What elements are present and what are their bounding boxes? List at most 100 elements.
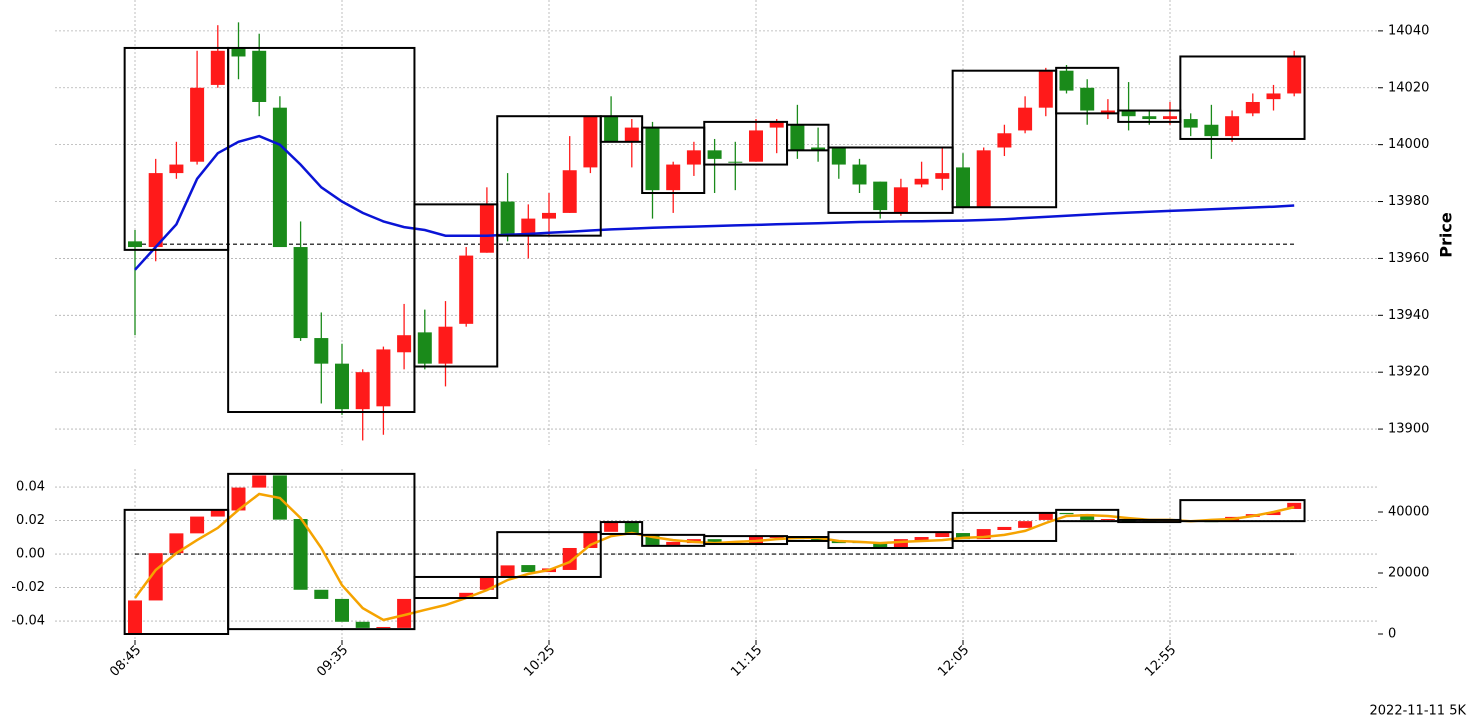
candle-body	[190, 87, 205, 162]
candle-body	[624, 127, 639, 142]
x-tick-label: 12:05	[935, 643, 972, 680]
candle-body	[935, 173, 950, 179]
candle-body	[210, 50, 225, 85]
candle-body	[1038, 70, 1053, 108]
candle-body	[666, 164, 681, 191]
candle-body	[976, 529, 991, 540]
candle-body	[500, 201, 515, 236]
candle-body	[1018, 521, 1033, 528]
y-tick-label: 13900	[1388, 422, 1429, 437]
candle-body	[997, 133, 1012, 148]
candle-body	[707, 539, 722, 544]
x-tick-label: 12:55	[1142, 643, 1179, 680]
candle-body	[666, 541, 681, 545]
candle-body	[417, 332, 432, 364]
candle-body	[272, 107, 287, 248]
range-box	[413, 203, 499, 368]
range-box	[951, 69, 1058, 209]
candle-body	[1287, 502, 1302, 509]
candle-body	[873, 543, 888, 548]
candle-body	[293, 519, 308, 590]
range-box	[951, 511, 1058, 542]
candle-body	[521, 218, 536, 236]
y-tick-label: 0.04	[16, 480, 45, 495]
candle-body	[769, 121, 784, 128]
candle-body	[376, 626, 391, 628]
candle-body	[148, 173, 163, 248]
candle-body	[790, 124, 805, 151]
y-tick-label: 13940	[1388, 308, 1429, 323]
candle-body	[355, 372, 370, 410]
footer: 2022-11-11 5K	[1370, 704, 1467, 719]
y-tick-label: 14040	[1388, 23, 1429, 38]
candle-body	[1018, 107, 1033, 131]
y-tick-label: 14020	[1388, 80, 1429, 95]
candle-body	[479, 577, 494, 590]
candle-body	[852, 164, 867, 185]
range-box	[827, 146, 954, 214]
candle-body	[604, 116, 619, 142]
range-box	[1179, 55, 1306, 140]
candle-body	[397, 598, 412, 628]
y-tick-label: -0.02	[11, 580, 45, 595]
candle-body	[873, 181, 888, 211]
range-box	[413, 575, 499, 600]
candle-body	[231, 47, 246, 57]
candle-body	[1100, 110, 1115, 114]
y-tick-label: 0.02	[16, 513, 45, 528]
y-axis-label: Price	[1437, 212, 1456, 258]
candle-body	[210, 510, 225, 517]
candle-body	[500, 565, 515, 577]
candle-body	[190, 516, 205, 534]
range-box	[227, 472, 416, 631]
candle-body	[438, 326, 453, 364]
range-box	[496, 115, 602, 237]
candle-body	[252, 50, 267, 102]
candle-body	[1142, 116, 1157, 120]
candle-body	[1287, 56, 1302, 94]
candle-body	[459, 592, 474, 598]
candle-body	[314, 338, 329, 364]
candle-body	[479, 204, 494, 253]
candle-body	[459, 255, 474, 324]
candle-body	[914, 178, 929, 185]
candle-body	[169, 164, 184, 174]
x-tick-label: 08:45	[107, 643, 144, 680]
candle-body	[1183, 119, 1198, 128]
candle-body	[231, 487, 246, 511]
candle-body	[645, 127, 660, 191]
candle-body	[293, 247, 308, 339]
x-tick-label: 11:15	[728, 643, 765, 680]
range-box	[1055, 66, 1120, 115]
candle-body	[1266, 512, 1281, 516]
candle-body	[355, 621, 370, 628]
range-box	[1179, 499, 1306, 523]
candle-body	[831, 147, 846, 165]
candle-body	[707, 150, 722, 159]
candle-body	[1100, 519, 1115, 521]
y-tick-label: 0	[1388, 627, 1396, 642]
candle-body	[562, 170, 577, 213]
candle-body	[542, 212, 556, 219]
candle-body	[1163, 116, 1177, 120]
y-tick-label: 14000	[1388, 137, 1429, 152]
candle-body	[1059, 512, 1074, 515]
candle-body	[914, 537, 929, 541]
candle-body	[397, 335, 412, 353]
candle-body	[583, 116, 598, 168]
range-box	[599, 521, 644, 535]
candle-body	[976, 150, 991, 208]
candle-body	[811, 147, 826, 151]
y-tick-label: 13980	[1388, 194, 1429, 209]
candle-body	[893, 187, 908, 213]
line-series	[134, 134, 1295, 271]
y-tick-label: 0.00	[16, 547, 45, 562]
x-tick-label: 09:35	[314, 643, 351, 680]
candle-body	[686, 150, 701, 165]
y-tick-label: 13960	[1388, 251, 1429, 266]
candle-body	[335, 363, 349, 410]
candle-body	[1266, 93, 1281, 100]
candle-body	[1080, 87, 1095, 111]
range-box	[496, 531, 602, 578]
